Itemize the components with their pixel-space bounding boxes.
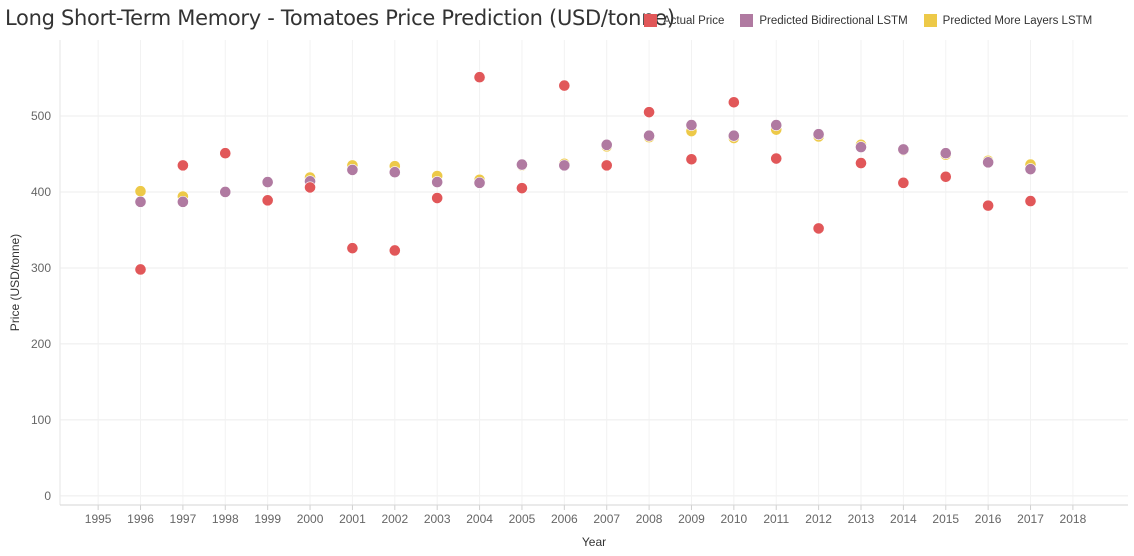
- data-point-predicted-bidirectional-lstm: [516, 158, 528, 171]
- data-point-actual-price: [727, 96, 740, 109]
- x-tick-label: 2008: [636, 512, 663, 526]
- x-tick-label: 2003: [424, 512, 451, 526]
- data-point-predicted-bidirectional-lstm: [685, 119, 698, 131]
- data-point-predicted-bidirectional-lstm: [261, 176, 274, 188]
- x-tick-label: 2000: [297, 512, 324, 526]
- data-point-actual-price: [558, 79, 571, 92]
- y-tick-label: 300: [31, 261, 51, 275]
- x-tick-label: 2010: [721, 512, 748, 526]
- data-point-predicted-bidirectional-lstm: [897, 143, 910, 156]
- data-point-predicted-bidirectional-lstm: [473, 176, 486, 189]
- data-point-predicted-bidirectional-lstm: [600, 138, 613, 151]
- data-point-actual-price: [770, 152, 783, 165]
- data-point-predicted-bidirectional-lstm: [558, 159, 571, 172]
- x-tick-label: 2001: [339, 512, 366, 526]
- data-point-actual-price: [600, 159, 613, 172]
- x-tick-label: 1998: [212, 512, 239, 526]
- data-point-predicted-bidirectional-lstm: [346, 164, 359, 176]
- data-point-actual-price: [134, 263, 147, 276]
- data-point-predicted-bidirectional-lstm: [939, 147, 952, 160]
- data-point-actual-price: [177, 159, 189, 172]
- x-tick-label: 2018: [1060, 512, 1087, 526]
- x-tick-label: 1996: [127, 512, 154, 526]
- legend-swatch-more-layers-lstm: [923, 14, 937, 27]
- data-point-actual-price: [261, 194, 274, 207]
- legend-item-bidirectional-lstm[interactable]: Predicted Bidirectional LSTM: [740, 14, 908, 27]
- x-tick-label: 2011: [763, 512, 789, 526]
- data-point-actual-price: [643, 106, 655, 119]
- x-tick-label: 2012: [805, 512, 832, 526]
- data-point-predicted-bidirectional-lstm: [770, 119, 783, 131]
- y-tick-label: 200: [31, 337, 51, 351]
- data-point-predicted-bidirectional-lstm: [727, 129, 740, 142]
- data-point-actual-price: [897, 176, 910, 189]
- x-tick-label: 1999: [254, 512, 281, 526]
- data-point-actual-price: [939, 170, 952, 183]
- data-point-predicted-bidirectional-lstm: [982, 156, 995, 169]
- data-point-predicted-bidirectional-lstm: [643, 129, 655, 142]
- x-tick-label: 2005: [509, 512, 536, 526]
- data-point-actual-price: [516, 182, 528, 195]
- legend-swatch-actual-price: [644, 14, 657, 27]
- y-tick-label: 400: [31, 185, 51, 199]
- data-point-actual-price: [473, 71, 486, 84]
- legend-label-more-layers-lstm: Predicted More Layers LSTM: [942, 14, 1093, 27]
- data-point-actual-price: [855, 157, 867, 169]
- x-axis-title: Year: [582, 535, 606, 549]
- data-point-actual-price: [346, 242, 359, 255]
- x-tick-label: 2004: [466, 512, 493, 526]
- x-tick-label: 2002: [381, 512, 408, 526]
- legend-item-actual-price[interactable]: Actual Price: [644, 14, 724, 27]
- grid: [59, 40, 1128, 505]
- legend-label-bidirectional-lstm: Predicted Bidirectional LSTM: [759, 14, 908, 27]
- data-point-actual-price: [982, 199, 995, 212]
- x-tick-label: 2015: [932, 512, 959, 526]
- y-tick-label: 500: [31, 109, 51, 123]
- data-point-actual-price: [431, 192, 444, 204]
- data-point-predicted-bidirectional-lstm: [855, 141, 867, 154]
- x-tick-label: 1995: [85, 512, 112, 526]
- data-point-actual-price: [812, 222, 825, 235]
- data-point-actual-price: [388, 244, 401, 257]
- data-point-predicted-bidirectional-lstm: [431, 176, 444, 188]
- legend-item-more-layers-lstm[interactable]: Predicted More Layers LSTM: [923, 14, 1093, 27]
- data-point-predicted-bidirectional-lstm: [134, 195, 147, 208]
- data-point-predicted-bidirectional-lstm: [1024, 163, 1037, 176]
- data-point-predicted-bidirectional-lstm: [388, 166, 401, 179]
- x-tick-label: 2013: [848, 512, 875, 526]
- y-tick-label: 0: [44, 489, 51, 503]
- x-axis-ticks: 1995 1996 1997 1998 1999 2000 2001 2002 2003 2004…: [85, 505, 1087, 526]
- data-point-predicted-bidirectional-lstm: [177, 195, 189, 208]
- x-tick-label: 2007: [593, 512, 620, 526]
- x-tick-label: 2009: [678, 512, 705, 526]
- data-points: [134, 71, 1037, 276]
- y-axis-title: Price (USD/tonne): [8, 234, 22, 331]
- x-tick-label: 2016: [975, 512, 1002, 526]
- chart-title: Long Short-Term Memory - Tomatoes Price …: [5, 6, 675, 30]
- legend: Actual Price Predicted Bidirectional LST…: [644, 14, 1092, 27]
- data-point-actual-price: [219, 147, 232, 160]
- data-point-predicted-bidirectional-lstm: [219, 186, 232, 198]
- y-axis-ticks: 0 100 200 300 400 500: [31, 109, 51, 503]
- data-point-actual-price: [685, 153, 698, 166]
- x-tick-label: 2006: [551, 512, 578, 526]
- data-point-actual-price: [1024, 195, 1037, 207]
- x-tick-label: 1997: [170, 512, 197, 526]
- x-tick-label: 2014: [890, 512, 917, 526]
- data-point-predicted-bidirectional-lstm: [812, 128, 825, 141]
- x-tick-label: 2017: [1017, 512, 1044, 526]
- data-point-predicted-more-layers-lstm: [134, 185, 147, 198]
- y-tick-label: 100: [31, 413, 51, 427]
- legend-label-actual-price: Actual Price: [663, 14, 725, 27]
- data-point-actual-price: [304, 181, 316, 194]
- legend-swatch-bidirectional-lstm: [740, 14, 754, 27]
